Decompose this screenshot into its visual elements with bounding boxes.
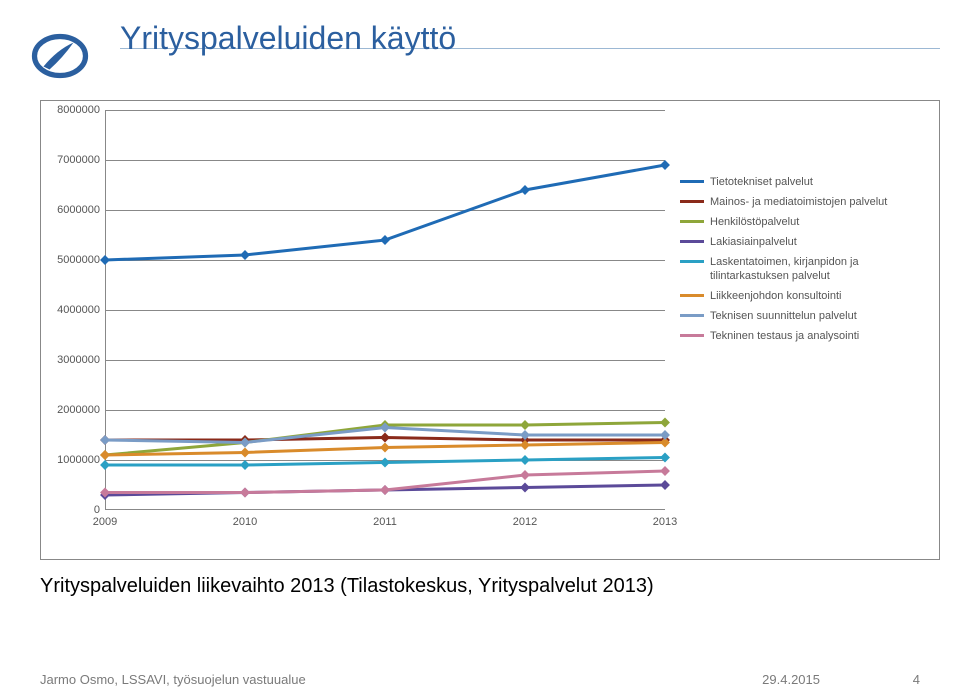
legend-item: Mainos- ja mediatoimistojen palvelut <box>680 195 930 209</box>
series-marker <box>240 488 250 498</box>
legend-swatch <box>680 200 704 203</box>
footer: Jarmo Osmo, LSSAVI, työsuojelun vastuual… <box>40 672 920 687</box>
series-marker <box>380 443 390 453</box>
legend-item: Henkilöstöpalvelut <box>680 215 930 229</box>
chart-lines <box>105 110 665 510</box>
legend-swatch <box>680 294 704 297</box>
y-tick-label: 7000000 <box>40 154 100 166</box>
x-tick-label: 2011 <box>373 516 397 528</box>
legend-label: Tietotekniset palvelut <box>710 175 813 189</box>
footer-author: Jarmo Osmo, LSSAVI, työsuojelun vastuual… <box>40 672 306 687</box>
logo-icon <box>20 20 100 80</box>
legend-swatch <box>680 260 704 263</box>
legend-label: Lakiasiainpalvelut <box>710 235 797 249</box>
series-marker <box>240 448 250 458</box>
legend-item: Liikkeenjohdon konsultointi <box>680 289 930 303</box>
legend-label: Liikkeenjohdon konsultointi <box>710 289 841 303</box>
series-marker <box>380 433 390 443</box>
x-tick-label: 2009 <box>93 516 117 528</box>
x-tick-label: 2010 <box>233 516 257 528</box>
series-marker <box>520 455 530 465</box>
y-tick-label: 3000000 <box>40 354 100 366</box>
legend-item: Laskentatoimen, kirjanpidon ja tilintark… <box>680 255 930 283</box>
chart-plot-area <box>105 110 665 510</box>
chart-legend: Tietotekniset palvelut Mainos- ja mediato… <box>680 175 930 349</box>
y-tick-label: 4000000 <box>40 304 100 316</box>
chart-caption: Yrityspalveluiden liikevaihto 2013 (Tila… <box>40 575 654 598</box>
footer-page: 4 <box>913 672 920 687</box>
series-marker <box>520 420 530 430</box>
page-title: Yrityspalveluiden käyttö <box>120 20 456 57</box>
legend-item: Lakiasiainpalvelut <box>680 235 930 249</box>
legend-item: Tietotekniset palvelut <box>680 175 930 189</box>
series-marker <box>380 485 390 495</box>
series-marker <box>240 250 250 260</box>
x-tick-label: 2013 <box>653 516 677 528</box>
legend-swatch <box>680 334 704 337</box>
series-marker <box>520 470 530 480</box>
footer-date: 29.4.2015 <box>762 672 820 687</box>
legend-swatch <box>680 240 704 243</box>
y-tick-label: 5000000 <box>40 254 100 266</box>
series-marker <box>520 483 530 493</box>
y-tick-label: 1000000 <box>40 454 100 466</box>
legend-swatch <box>680 314 704 317</box>
y-tick-label: 2000000 <box>40 404 100 416</box>
legend-label: Tekninen testaus ja analysointi <box>710 329 859 343</box>
series-marker <box>520 440 530 450</box>
y-tick-label: 6000000 <box>40 204 100 216</box>
legend-label: Mainos- ja mediatoimistojen palvelut <box>710 195 887 209</box>
y-tick-label: 0 <box>40 504 100 516</box>
legend-item: Teknisen suunnittelun palvelut <box>680 309 930 323</box>
series-marker <box>380 235 390 245</box>
series-line <box>105 165 665 260</box>
legend-swatch <box>680 180 704 183</box>
series-marker <box>240 460 250 470</box>
series-marker <box>520 185 530 195</box>
x-tick-label: 2012 <box>513 516 537 528</box>
legend-item: Tekninen testaus ja analysointi <box>680 329 930 343</box>
legend-label: Teknisen suunnittelun palvelut <box>710 309 857 323</box>
legend-label: Henkilöstöpalvelut <box>710 215 799 229</box>
legend-swatch <box>680 220 704 223</box>
legend-label: Laskentatoimen, kirjanpidon ja tilintark… <box>710 255 930 283</box>
y-tick-label: 8000000 <box>40 104 100 116</box>
series-marker <box>380 458 390 468</box>
